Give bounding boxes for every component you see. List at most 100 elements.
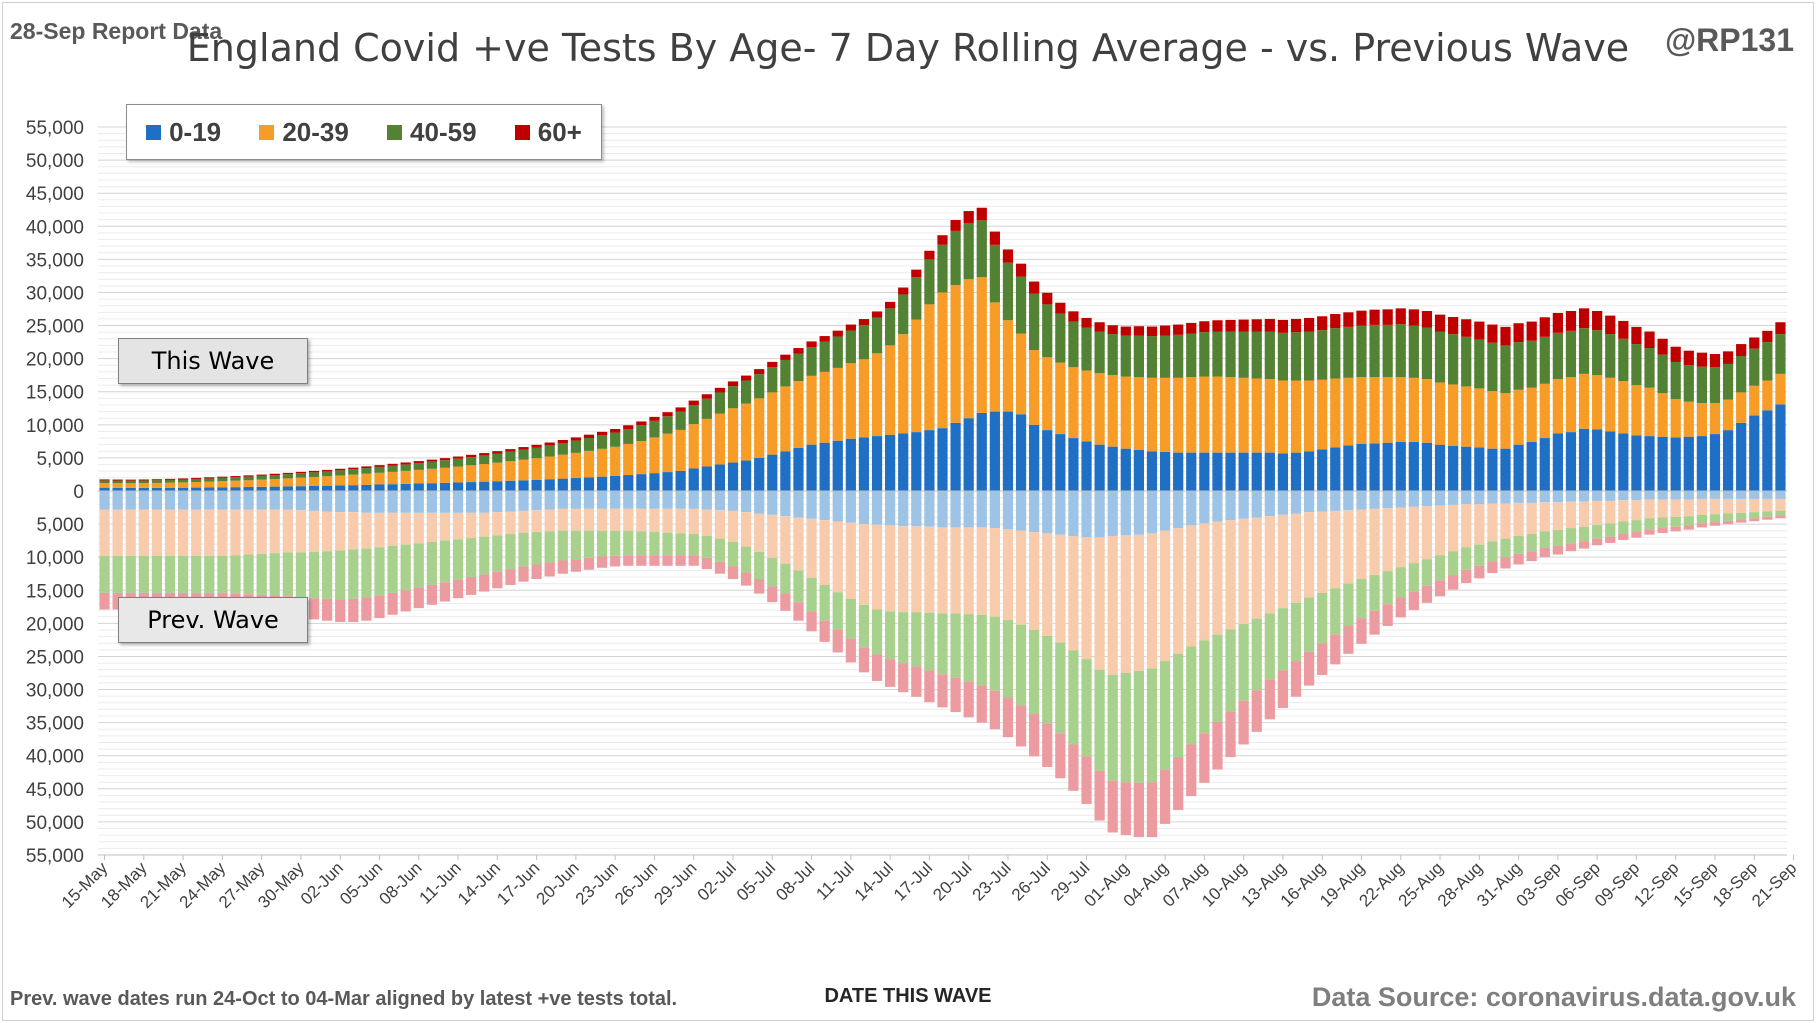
prev-bar-0-19 [452, 491, 464, 513]
this-wave-label: This Wave [118, 338, 308, 384]
prev-bar-0-19 [819, 491, 830, 521]
this-bar-0-19 [361, 484, 372, 491]
this-bar-60+ [924, 250, 935, 260]
prev-bar-60+ [806, 611, 817, 632]
this-bar-60+ [1186, 322, 1197, 334]
this-bar-0-19 [1133, 449, 1144, 491]
prev-bar-0-19 [1199, 491, 1210, 524]
prev-bar-20-39 [1395, 507, 1406, 568]
this-bar-0-19 [819, 442, 830, 491]
prev-bar-0-19 [1421, 491, 1433, 507]
prev-bar-40-59 [1029, 629, 1040, 715]
prev-bar-0-19 [1081, 491, 1092, 538]
prev-bar-20-39 [675, 508, 686, 534]
prev-bar-20-39 [1722, 498, 1734, 514]
x-tick-label: 05-Jul [733, 858, 779, 904]
x-tick-label: 21-Sep [1748, 858, 1800, 910]
prev-bar-0-19 [662, 491, 673, 509]
prev-bar-20-39 [793, 517, 804, 571]
this-bar-0-19 [570, 478, 581, 491]
this-bar-60+ [1657, 338, 1668, 355]
prev-bar-40-59 [1749, 512, 1760, 519]
this-bar-60+ [269, 473, 280, 476]
this-bar-0-19 [976, 412, 987, 491]
prev-bar-20-39 [492, 512, 503, 536]
this-bar-60+ [492, 451, 503, 454]
prev-bar-20-39 [1199, 523, 1210, 641]
legend-item-40-59: 40-59 [387, 117, 477, 148]
this-bar-40-59 [1592, 330, 1603, 376]
prev-bar-40-59 [256, 553, 267, 595]
prev-bar-0-19 [1146, 491, 1158, 534]
this-bar-40-59 [845, 330, 856, 364]
prev-bar-40-59 [688, 534, 699, 556]
this-bar-0-19 [950, 422, 961, 491]
prev-bar-0-19 [151, 491, 163, 510]
this-bar-20-39 [1487, 391, 1498, 449]
this-bar-0-19 [1513, 444, 1524, 491]
this-bar-40-59 [1317, 330, 1328, 380]
prev-bar-20-39 [767, 514, 778, 558]
this-bar-0-19 [1644, 436, 1655, 491]
this-bar-40-59 [426, 461, 437, 469]
this-bar-0-19 [832, 440, 843, 491]
prev-bar-0-19 [138, 491, 149, 510]
this-bar-40-59 [112, 480, 123, 484]
this-bar-60+ [1107, 325, 1118, 335]
this-bar-20-39 [1709, 402, 1721, 435]
this-bar-0-19 [1094, 444, 1105, 491]
prev-bar-20-39 [361, 512, 372, 549]
prev-bar-0-19 [1068, 491, 1079, 536]
this-bar-60+ [1133, 326, 1144, 336]
prev-bar-40-59 [596, 530, 608, 557]
this-bar-20-39 [1631, 385, 1642, 436]
prev-bar-60+ [636, 555, 647, 566]
this-bar-60+ [1356, 310, 1367, 326]
this-bar-20-39 [1055, 362, 1066, 435]
this-bar-20-39 [1225, 377, 1236, 453]
prev-bar-40-59 [452, 539, 464, 580]
prev-bar-0-19 [1369, 491, 1380, 509]
prev-bar-20-39 [898, 526, 909, 613]
this-bar-20-39 [780, 386, 791, 452]
prev-bar-60+ [1657, 528, 1668, 534]
prev-bar-20-39 [1552, 502, 1563, 531]
prev-bar-0-19 [256, 491, 267, 510]
prev-bar-20-39 [1015, 530, 1027, 625]
prev-bar-20-39 [374, 512, 385, 548]
prev-bar-20-39 [479, 512, 490, 537]
this-bar-60+ [1212, 320, 1223, 332]
this-bar-60+ [832, 330, 843, 337]
this-bar-0-19 [1552, 433, 1563, 491]
prev-bar-20-39 [217, 509, 228, 556]
this-bar-20-39 [1317, 379, 1328, 450]
this-bar-0-19 [178, 487, 189, 491]
prev-bar-20-39 [1696, 498, 1707, 515]
this-bar-40-59 [1696, 366, 1707, 403]
this-bar-40-59 [1290, 332, 1302, 381]
this-bar-40-59 [675, 411, 686, 430]
prev-bar-60+ [570, 559, 581, 572]
this-bar-0-19 [871, 436, 883, 491]
this-bar-40-59 [1670, 361, 1681, 400]
this-bar-0-19 [1500, 448, 1511, 491]
this-bar-40-59 [138, 480, 149, 484]
this-bar-20-39 [1264, 379, 1275, 453]
prev-bar-20-39 [924, 526, 935, 613]
this-bar-20-39 [610, 446, 621, 476]
this-bar-40-59 [1055, 313, 1066, 363]
this-bar-40-59 [518, 449, 529, 460]
this-bar-0-19 [688, 468, 699, 491]
prev-bar-20-39 [1709, 498, 1721, 515]
this-bar-0-19 [400, 483, 411, 491]
prev-bar-40-59 [426, 541, 437, 585]
this-bar-40-59 [819, 341, 830, 372]
this-bar-40-59 [780, 359, 791, 387]
prev-bar-0-19 [99, 491, 110, 510]
this-bar-0-19 [204, 487, 215, 491]
prev-bar-0-19 [1173, 491, 1184, 529]
this-bar-20-39 [269, 479, 280, 487]
this-bar-40-59 [1578, 328, 1590, 374]
prev-bar-60+ [361, 597, 372, 621]
prev-bar-40-59 [282, 552, 293, 597]
